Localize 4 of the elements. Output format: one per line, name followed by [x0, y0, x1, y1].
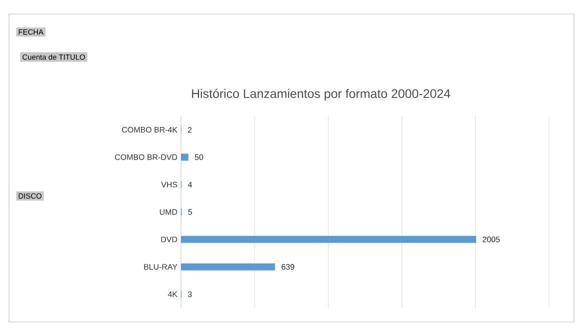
- bar: [181, 154, 188, 161]
- bar: [181, 236, 476, 243]
- chart-title: Histórico Lanzamientos por formato 2000-2024: [192, 88, 450, 100]
- bar: [181, 263, 276, 270]
